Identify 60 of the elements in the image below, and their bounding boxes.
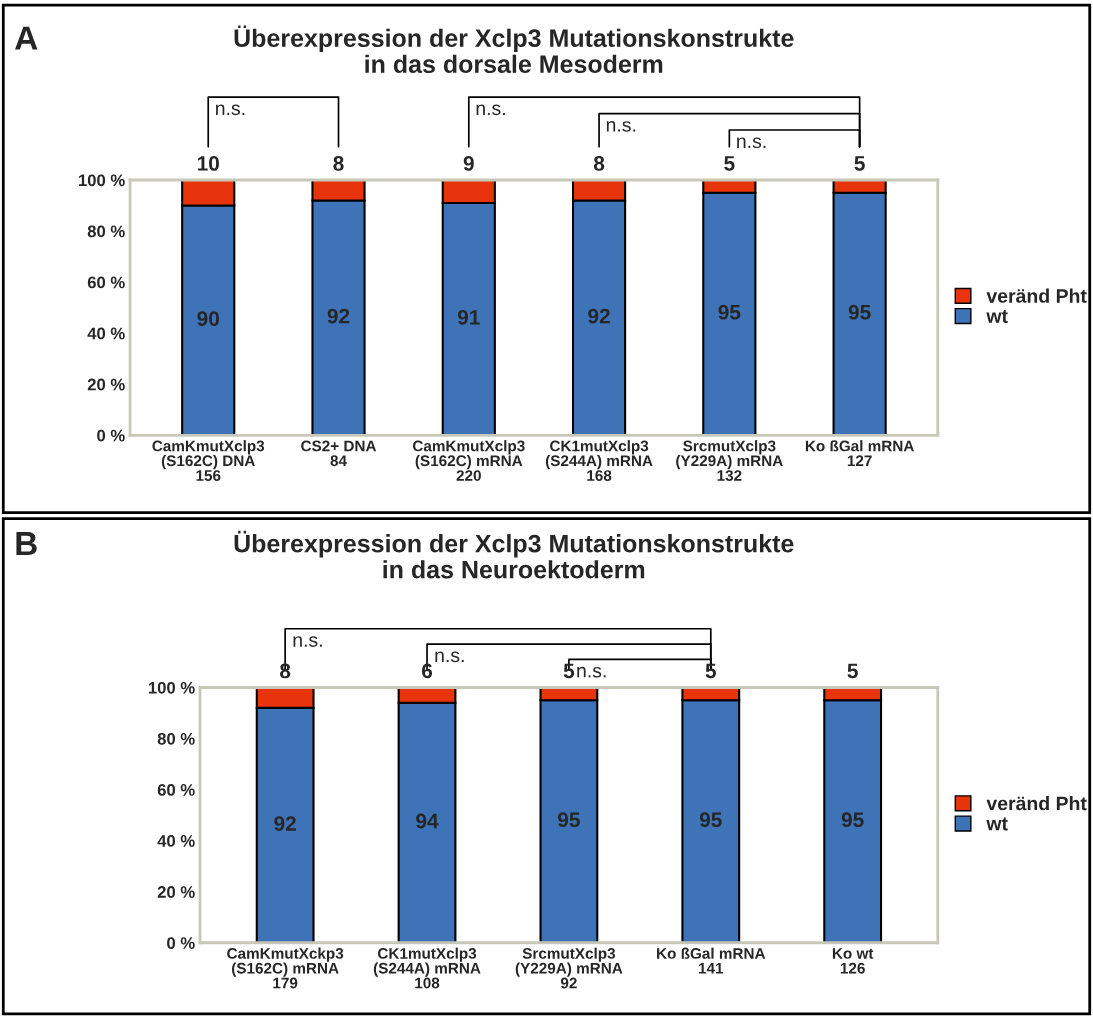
data-label: 8 <box>280 663 291 679</box>
data-label: 91 <box>457 309 480 325</box>
data-label: 5 <box>563 663 575 679</box>
x-tick-label: Ko ßGal mRNA 127 <box>805 440 914 466</box>
text: n.s. <box>577 666 606 678</box>
x-tick-label: CS2+ DNA 84 <box>301 440 377 467</box>
text: A <box>15 26 38 50</box>
data-label: 5 <box>847 663 858 679</box>
y-tick-label: 60 % <box>157 784 195 796</box>
data-label: 92 <box>588 308 610 324</box>
y-tick-label: 100 % <box>148 681 195 694</box>
text: n.s. <box>293 636 322 647</box>
y-tick-label: 0 % <box>97 429 125 442</box>
data-label: 95 <box>841 812 864 828</box>
y-tick-label: 100 % <box>79 174 125 187</box>
y-tick-label: 0 % <box>167 937 195 949</box>
chart-title: Überexpression der Xclp3 Mutationskonstrukte in das dorsale Mesoderm <box>234 25 794 74</box>
x-tick-label: SrcmutXclp3 (Y229A) mRNA 92 <box>515 947 623 989</box>
data-label: 92 <box>274 816 296 831</box>
legend-label: wt <box>986 817 1008 831</box>
x-tick-label: Ko ßGal mRNA 141 <box>657 947 766 974</box>
data-label: 95 <box>558 812 580 828</box>
data-label: 95 <box>699 812 722 828</box>
x-tick-label: SrcmutXclp3 (Y229A) mRNA 132 <box>676 440 783 481</box>
legend-label: veränd Pht <box>986 288 1087 303</box>
text: B <box>16 532 37 556</box>
x-tick-label: Ko wt 126 <box>832 948 874 974</box>
y-tick-label: 80 % <box>157 732 195 745</box>
text: n.s. <box>606 121 636 132</box>
legend-label: wt <box>986 310 1008 323</box>
data-label: 5 <box>854 156 865 171</box>
x-tick-label: CK1mutXclp3 (S244A) mRNA 108 <box>373 947 481 989</box>
y-tick-label: 20 % <box>157 886 195 898</box>
data-label: 6 <box>422 663 433 679</box>
data-label: 9 <box>463 156 474 171</box>
x-tick-label: CamKmutXclp3 (S162C) DNA 156 <box>152 440 265 481</box>
data-label: 8 <box>593 156 605 171</box>
data-label: 8 <box>333 156 344 171</box>
data-label: 5 <box>705 663 716 679</box>
y-tick-label: 20 % <box>87 378 125 391</box>
y-tick-label: 60 % <box>87 276 125 289</box>
text: n.s. <box>737 137 766 149</box>
data-label: 92 <box>327 308 350 324</box>
y-tick-label: 80 % <box>87 225 125 238</box>
chart-title: Überexpression der Xclp3 Mutationskonstrukte in das Neuroektoderm <box>234 530 794 579</box>
x-tick-label: CamKmutXclp3 (S162C) mRNA 220 <box>412 440 525 481</box>
data-label: 90 <box>197 311 219 326</box>
y-tick-label: 40 % <box>157 835 195 847</box>
x-tick-label: CamKmutXckp3 (S162C) mRNA 179 <box>227 947 344 989</box>
data-label: 94 <box>416 813 439 829</box>
y-tick-label: 40 % <box>87 327 125 340</box>
legend-label: veränd Pht <box>986 796 1087 811</box>
text: n.s. <box>476 104 505 116</box>
data-label: 10 <box>197 156 219 171</box>
data-label: 5 <box>724 156 735 171</box>
x-tick-label: CK1mutXclp3 (S244A) mRNA 168 <box>545 440 653 481</box>
text: n.s. <box>435 651 464 663</box>
text: n.s. <box>216 104 245 116</box>
data-label: 95 <box>848 304 871 320</box>
data-label: 95 <box>718 304 741 320</box>
